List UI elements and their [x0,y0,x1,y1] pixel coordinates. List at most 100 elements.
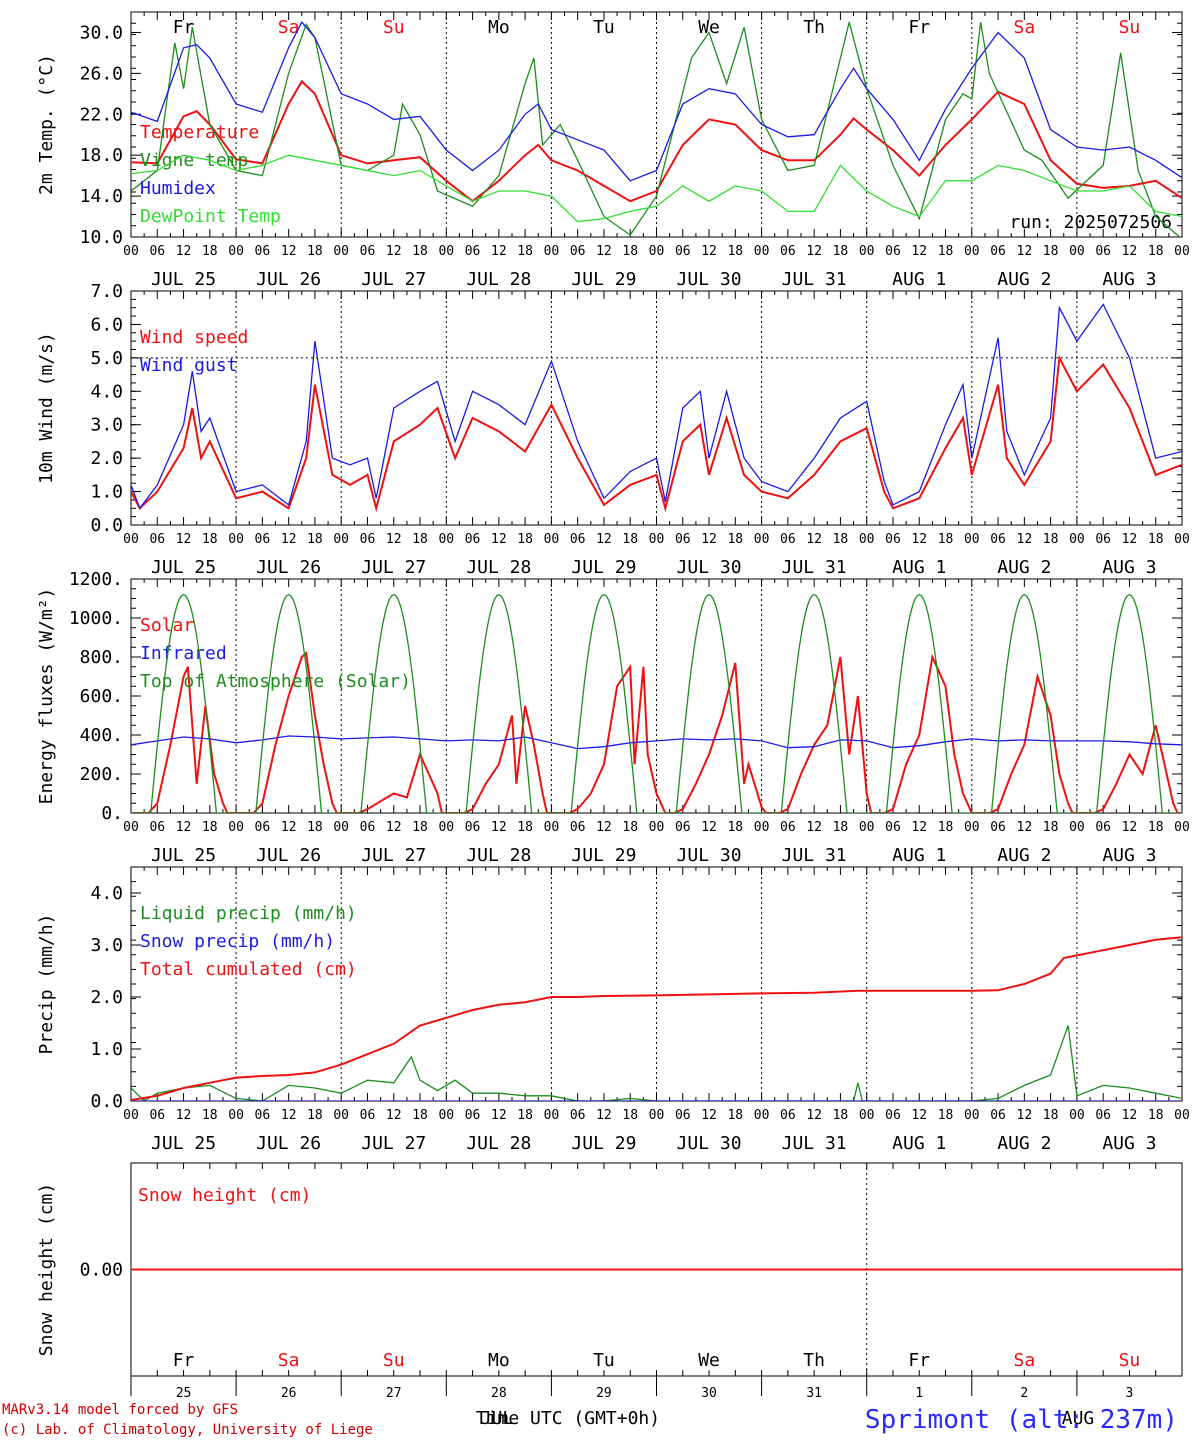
hour-label: 00 [649,532,665,547]
hour-label: 12 [491,244,507,259]
hour-label: 12 [1122,820,1138,835]
weekday-label: Th [803,17,825,38]
hour-label: 00 [228,532,244,547]
hour-label: 12 [596,1108,612,1123]
hour-label: 00 [228,244,244,259]
y-tick-label: 18.0 [80,145,123,166]
y-axis-label: 10m Wind (m/s) [36,332,57,484]
weekday-label: Sa [278,1350,300,1371]
y-axis-label: Precip (mm/h) [36,914,57,1055]
hour-label: 06 [1095,820,1111,835]
hour-label: 00 [1069,532,1085,547]
weekday-label: We [698,17,720,38]
y-tick-label: 1200. [69,569,123,590]
hour-label: 00 [123,244,139,259]
hour-label: 06 [570,820,586,835]
weekday-label: Tu [593,17,615,38]
date-label: JUL 26 [256,845,321,866]
hour-label: 00 [1069,1108,1085,1123]
hour-label: 12 [911,244,927,259]
legend-entry: DewPoint Temp [140,206,281,227]
hour-label: 18 [412,532,428,547]
hour-label: 06 [780,1108,796,1123]
y-tick-label: 1000. [69,608,123,629]
y-tick-label: 2.0 [90,448,123,469]
hour-label: 00 [1174,532,1190,547]
hour-label: 00 [1174,820,1190,835]
hour-label: 18 [1148,244,1164,259]
legend-entry: Snow height (cm) [138,1185,311,1206]
weekday-label: Su [383,17,405,38]
series-line-top-of-atmosphere-solar- [131,593,1182,813]
hour-label: 06 [990,532,1006,547]
date-label: JUL 26 [256,269,321,290]
hour-label: 18 [202,1108,218,1123]
hour-label: 00 [1174,244,1190,259]
hour-label: 06 [990,1108,1006,1123]
date-label: AUG 3 [1102,269,1156,290]
series-line-liquid-precip-mm-h- [131,1025,1182,1101]
date-label: AUG 1 [892,557,946,578]
legend-entry: Snow precip (mm/h) [140,931,335,952]
y-tick-label: 0.0 [90,515,123,536]
footer-model: MARv3.14 model forced by GFS [2,1402,238,1418]
hour-label: 18 [1043,820,1059,835]
y-tick-label: 600. [80,686,123,707]
hour-label: 12 [386,1108,402,1123]
hour-label: 18 [307,244,323,259]
series-line-temperature [131,79,1182,203]
panel-1: 10.0 14.0 18.0 22.0 26.0 30.0 2m Temp. (°C) 00 0… [36,11,1190,290]
hour-label: 12 [281,244,297,259]
date-label: JUL 30 [677,845,742,866]
series-line-dewpoint-temp [131,154,1182,223]
hour-label: 18 [833,820,849,835]
date-label: AUG 1 [892,1133,946,1154]
y-axis-label: Snow height (cm) [36,1183,57,1356]
hour-label: 00 [964,244,980,259]
hour-label: 12 [911,1108,927,1123]
hour-label: 18 [1148,532,1164,547]
hour-label: 00 [754,1108,770,1123]
hour-label: 18 [307,1108,323,1123]
month-label-aug: AUG [1062,1408,1095,1429]
hour-label: 18 [727,1108,743,1123]
date-label: JUL 30 [677,1133,742,1154]
day-number: 28 [491,1386,507,1401]
date-label: JUL 28 [466,557,531,578]
footer-lab: (c) Lab. of Climatology, University of L… [2,1422,373,1438]
hour-label: 18 [833,244,849,259]
y-tick-label: 0.0 [90,1091,123,1112]
hour-label: 00 [649,244,665,259]
hour-label: 18 [1043,532,1059,547]
weekday-label: Tu [593,1350,615,1371]
y-tick-label: 30.0 [80,22,123,43]
hour-label: 06 [570,532,586,547]
legend-entry: Total cumulated (cm) [140,959,357,980]
hour-label: 06 [780,532,796,547]
run-label: run: 2025072506 [1009,212,1172,233]
y-tick-label: 2.0 [90,987,123,1008]
hour-label: 06 [675,1108,691,1123]
hour-label: 18 [1043,244,1059,259]
day-number: 3 [1126,1386,1134,1401]
hour-label: 12 [1122,1108,1138,1123]
hour-label: 12 [596,244,612,259]
date-label: AUG 2 [997,557,1051,578]
hour-label: 00 [438,820,454,835]
hour-label: 18 [938,244,954,259]
hour-label: 18 [833,532,849,547]
hour-label: 06 [360,532,376,547]
hour-label: 18 [727,532,743,547]
weekday-label: Mo [488,17,510,38]
date-label: JUL 26 [256,1133,321,1154]
hour-label: 12 [701,820,717,835]
y-tick-label: 4.0 [90,381,123,402]
hour-label: 18 [1148,1108,1164,1123]
hour-label: 00 [544,1108,560,1123]
hour-label: 12 [911,820,927,835]
series-line-wind-gust [131,303,1182,510]
hour-label: 12 [176,820,192,835]
hour-label: 00 [228,820,244,835]
y-tick-label: 14.0 [80,186,123,207]
hour-label: 00 [333,244,349,259]
